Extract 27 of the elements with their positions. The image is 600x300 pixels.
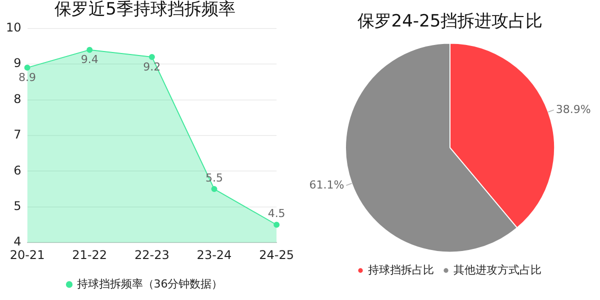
point	[274, 222, 280, 228]
y-tick-label: 6	[14, 163, 22, 178]
data-label: 9.4	[80, 53, 98, 66]
data-label: 38.9%	[556, 102, 591, 116]
x-tick-label: 21-22	[72, 248, 108, 262]
point	[24, 64, 30, 71]
point	[148, 54, 155, 60]
x-tick-label: 20-21	[10, 248, 45, 262]
x-tick-label: 22-23	[134, 248, 170, 262]
x-tick-label: 23-24	[196, 248, 232, 262]
legend-label: 其他进攻方式占比	[454, 263, 542, 276]
data-label: 61.1%	[309, 178, 344, 192]
point	[86, 46, 93, 53]
y-tick-label: 4	[14, 234, 22, 249]
y-tick-label: 9	[14, 56, 22, 70]
y-tick-label: 10	[6, 20, 22, 35]
y-tick-label: 5	[14, 199, 22, 214]
chart-title: 保罗24-25挡拆进攻占比	[357, 12, 543, 32]
x-tick-label: 24-25	[259, 248, 294, 262]
legend-label: 持球挡拆占比	[368, 263, 434, 276]
data-label: 4.5	[268, 207, 286, 220]
chart-title: 保罗近5季持球挡拆频率	[54, 0, 236, 20]
data-label: 8.9	[18, 71, 36, 84]
point	[211, 186, 218, 192]
y-tick-label: 8	[14, 92, 22, 106]
y-tick-label: 7	[14, 128, 22, 142]
legend-label: 持球挡拆频率（36分钟数据）	[76, 277, 223, 290]
